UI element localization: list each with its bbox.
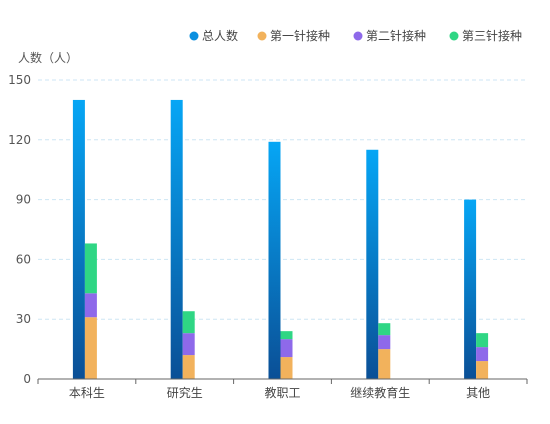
y-tick-label: 120 xyxy=(8,133,31,147)
bar-dose-2 xyxy=(84,293,97,318)
x-axis: 本科生 研究生 教职工 继续教育生 其他 xyxy=(37,379,528,400)
legend-marker xyxy=(189,31,199,41)
x-tick-label: 继续教育生 xyxy=(350,385,410,400)
y-tick-label: 150 xyxy=(8,73,31,87)
y-tick-label: 90 xyxy=(16,193,31,207)
legend-marker xyxy=(353,31,363,41)
x-tick-label: 教职工 xyxy=(264,385,300,400)
bar-total xyxy=(464,199,477,379)
legend-label: 总人数 xyxy=(202,28,238,43)
bars xyxy=(72,99,489,379)
bar-total xyxy=(170,99,183,379)
y-tick-label: 60 xyxy=(16,252,31,266)
legend-item[interactable]: 第三针接种 xyxy=(449,28,523,43)
legend-item[interactable]: 第二针接种 xyxy=(353,28,427,43)
bar-dose-3 xyxy=(84,243,97,294)
legend: 总人数 第一针接种 第二针接种 第三针接种 xyxy=(189,28,523,43)
x-tick-label: 其他 xyxy=(466,386,490,400)
y-tick-label: 0 xyxy=(23,372,31,386)
bar-dose-1 xyxy=(182,355,195,379)
legend-item[interactable]: 总人数 xyxy=(189,28,239,43)
bar-dose-2 xyxy=(378,335,391,350)
legend-label: 第一针接种 xyxy=(270,28,330,43)
bar-total xyxy=(366,149,379,379)
x-tick-label: 研究生 xyxy=(167,385,203,400)
x-tick-label: 本科生 xyxy=(69,386,105,400)
bar-dose-1 xyxy=(280,357,293,379)
y-tick-label: 30 xyxy=(16,312,31,326)
bar-dose-3 xyxy=(280,331,293,340)
grid xyxy=(38,79,527,320)
bar-dose-2 xyxy=(476,347,489,362)
bar-dose-3 xyxy=(378,323,391,336)
legend-label: 第三针接种 xyxy=(462,28,522,43)
legend-label: 第二针接种 xyxy=(366,28,426,43)
bar-total xyxy=(72,99,85,379)
bar-dose-1 xyxy=(378,349,391,379)
bar-dose-2 xyxy=(280,339,293,358)
bar-dose-2 xyxy=(182,333,195,356)
y-axis: 0 30 60 90 120 150 xyxy=(8,73,31,386)
bar-total xyxy=(268,141,281,379)
legend-marker xyxy=(257,31,267,41)
legend-marker xyxy=(449,31,459,41)
legend-item[interactable]: 第一针接种 xyxy=(257,28,331,43)
y-axis-title: 人数（人） xyxy=(18,50,78,65)
bar-dose-1 xyxy=(476,361,489,379)
bar-dose-3 xyxy=(476,333,489,348)
bar-dose-1 xyxy=(84,317,97,379)
bar-dose-3 xyxy=(182,311,195,334)
